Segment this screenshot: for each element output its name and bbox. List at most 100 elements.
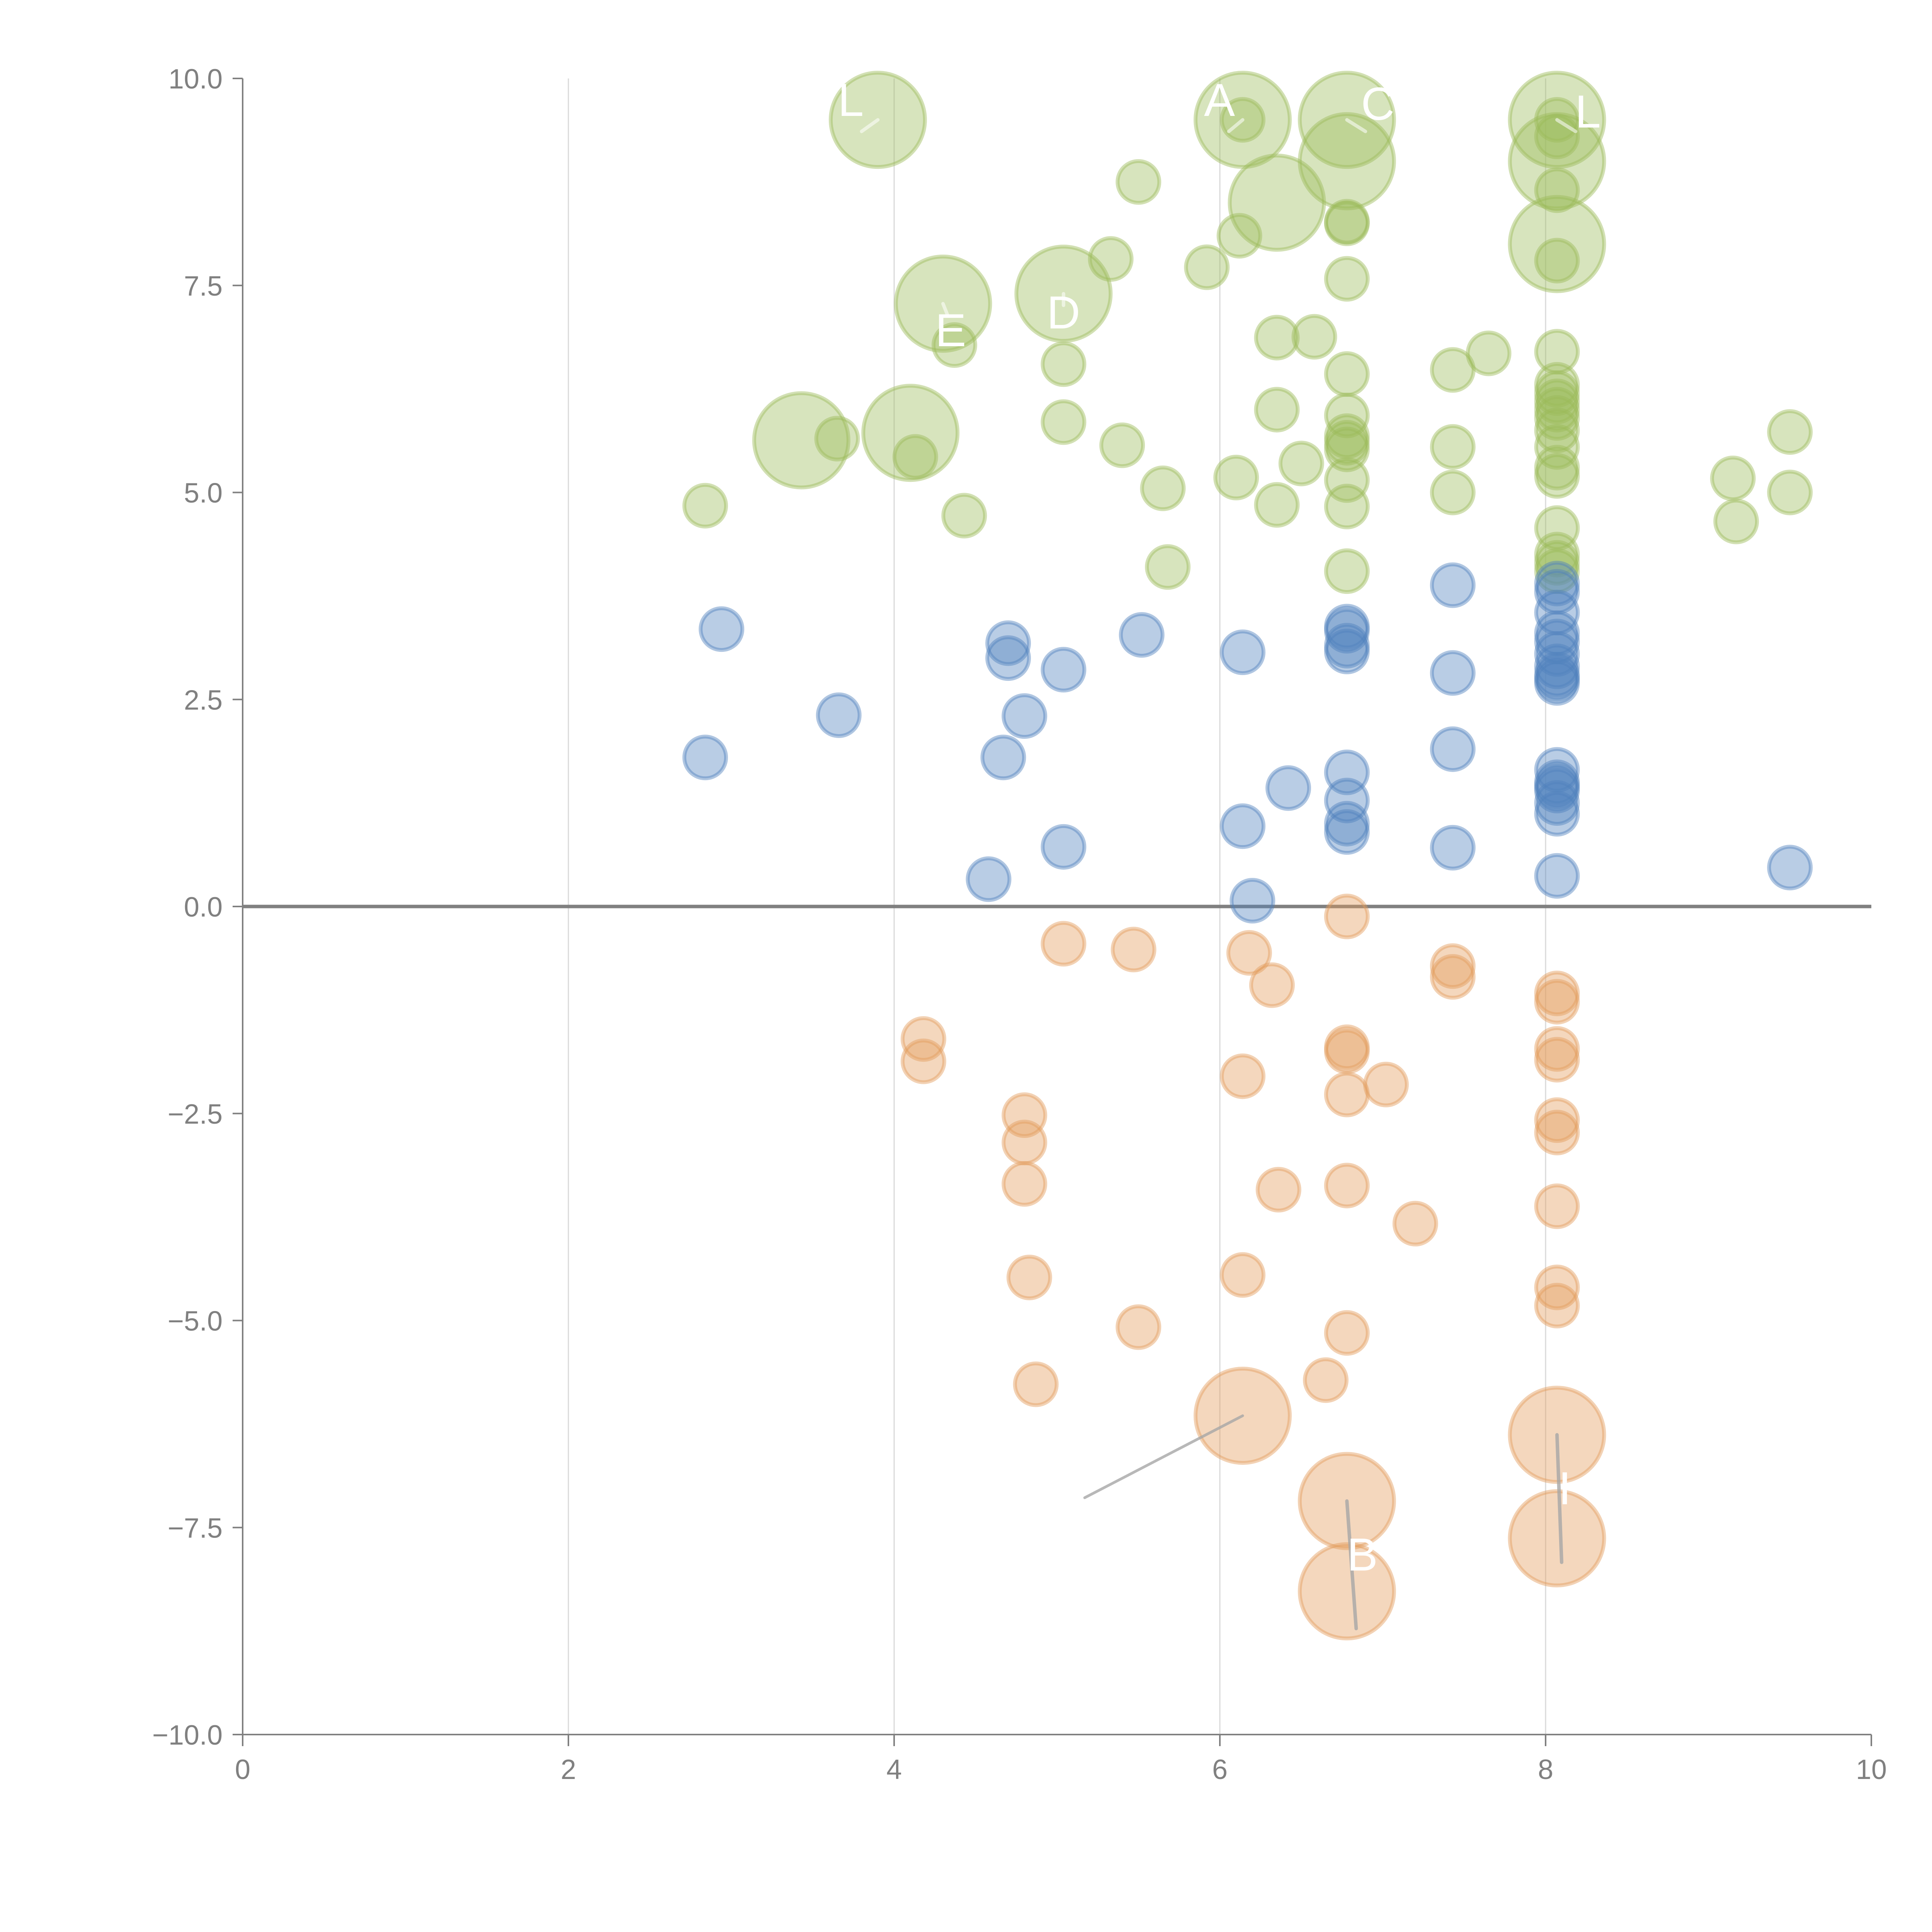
bubble-green — [1466, 330, 1512, 376]
bubble-green — [1041, 341, 1087, 387]
bubble-orange — [1226, 930, 1272, 976]
annotation-leader — [1555, 1433, 1564, 1564]
bubble-green — [1534, 238, 1580, 284]
bubble-orange — [1534, 1026, 1580, 1072]
bubble-orange — [1392, 1201, 1438, 1247]
bubble-blue — [1534, 610, 1580, 656]
bubble-blue — [1041, 647, 1087, 693]
annotation-label: L — [1575, 86, 1601, 138]
bubble-blue — [1430, 825, 1476, 871]
bubble-orange — [1006, 1255, 1052, 1301]
bubble-orange — [1324, 1310, 1370, 1356]
bubble-green — [1324, 413, 1370, 459]
bubble-blue — [1534, 651, 1580, 697]
annotation-label: I — [1558, 1463, 1571, 1514]
bubble-green — [1508, 195, 1606, 293]
bubble-orange — [1116, 1304, 1162, 1350]
bubble-orange — [1324, 1163, 1370, 1209]
bubble-blue — [1534, 656, 1580, 702]
annotation-leaders — [860, 118, 1578, 1631]
y-tick-label: 5.0 — [184, 478, 223, 509]
x-tick-label: 0 — [235, 1754, 250, 1785]
bubble-green — [1534, 453, 1580, 499]
bubble-green — [1534, 167, 1580, 213]
bubble-blue — [1534, 660, 1580, 706]
y-tick-label: −7.5 — [168, 1513, 223, 1544]
bubble-blue — [1534, 791, 1580, 837]
bubble-green — [1254, 315, 1300, 361]
y-tick-label: −2.5 — [168, 1099, 223, 1130]
bubble-blue — [1324, 809, 1370, 855]
bubble-orange — [1324, 1071, 1370, 1117]
bubble-orange — [900, 1038, 946, 1084]
bubble-orange — [1111, 927, 1156, 973]
bubble-blue — [1534, 619, 1580, 665]
bubble-green — [1278, 440, 1324, 486]
bubble-green — [1508, 112, 1606, 211]
bubble-green — [1324, 548, 1370, 594]
bubble-green — [1254, 482, 1300, 528]
bubble-orange — [1534, 1264, 1580, 1310]
bubble-green — [1254, 387, 1300, 433]
annotation-label: L — [838, 74, 864, 126]
x-tick-label: 10 — [1856, 1754, 1887, 1785]
bubble-green — [1324, 393, 1370, 439]
annotation-leader — [1083, 1414, 1244, 1499]
bubble-blue — [1119, 612, 1165, 658]
bubble-orange — [1324, 893, 1370, 939]
bubble-green — [1228, 153, 1326, 252]
series-orange — [900, 893, 1606, 1641]
y-tick-label: 0.0 — [184, 892, 223, 923]
bubble-orange — [1534, 971, 1580, 1017]
bubble-blue — [1324, 604, 1370, 650]
bubble-green — [1534, 548, 1580, 594]
annotation-leader — [1345, 118, 1367, 133]
bubble-orange — [1430, 943, 1476, 989]
bubble-green — [1099, 422, 1145, 468]
bubble-blue — [1324, 622, 1370, 668]
bubble-blue — [816, 692, 862, 738]
y-tick-label: 10.0 — [168, 64, 223, 95]
annotation-label: C — [1361, 78, 1395, 130]
bubble-blue — [1534, 764, 1580, 810]
bubble-green — [1298, 112, 1396, 211]
bubble-orange — [1041, 921, 1087, 967]
bubble-blue — [1534, 643, 1580, 689]
bubble-green — [1324, 457, 1370, 503]
annotation-label: D — [1047, 287, 1080, 338]
bubble-green — [1534, 532, 1580, 578]
bubble-green — [1213, 454, 1259, 500]
bubble-green — [1534, 407, 1580, 453]
bubble-blue — [1324, 801, 1370, 847]
bubble-orange — [1534, 1037, 1580, 1083]
bubble-orange — [1002, 1092, 1048, 1138]
bubble-green — [1534, 445, 1580, 491]
bubble-green — [1430, 469, 1476, 515]
bubble-orange — [1249, 962, 1295, 1008]
bubble-orange — [1220, 1053, 1266, 1099]
bubble-blue — [699, 606, 745, 652]
bubble-green — [1534, 505, 1580, 551]
bubble-green — [1767, 409, 1813, 455]
series-layer — [682, 71, 1813, 1641]
bubble-green — [752, 391, 850, 490]
bubble-blue — [1230, 878, 1276, 923]
annotation-leader — [1555, 118, 1578, 133]
bubble-green — [941, 493, 987, 539]
bubble-green — [1534, 387, 1580, 433]
bubble-blue — [980, 735, 1026, 781]
bubble-blue — [1534, 767, 1580, 813]
bubble-green — [814, 416, 860, 462]
bubble-blue — [1324, 628, 1370, 674]
bubble-blue — [985, 635, 1031, 681]
bubble-orange — [1534, 979, 1580, 1025]
bubble-green — [1534, 362, 1580, 408]
y-tick-label: −5.0 — [168, 1306, 223, 1337]
bubble-green — [1088, 236, 1134, 282]
bubble-orange — [1013, 1361, 1059, 1407]
bubble-green — [1324, 420, 1370, 466]
bubble-blue — [1002, 693, 1048, 739]
bubble-green — [1324, 201, 1370, 247]
bubble-blue — [966, 856, 1012, 902]
bubble-blue — [1324, 777, 1370, 823]
